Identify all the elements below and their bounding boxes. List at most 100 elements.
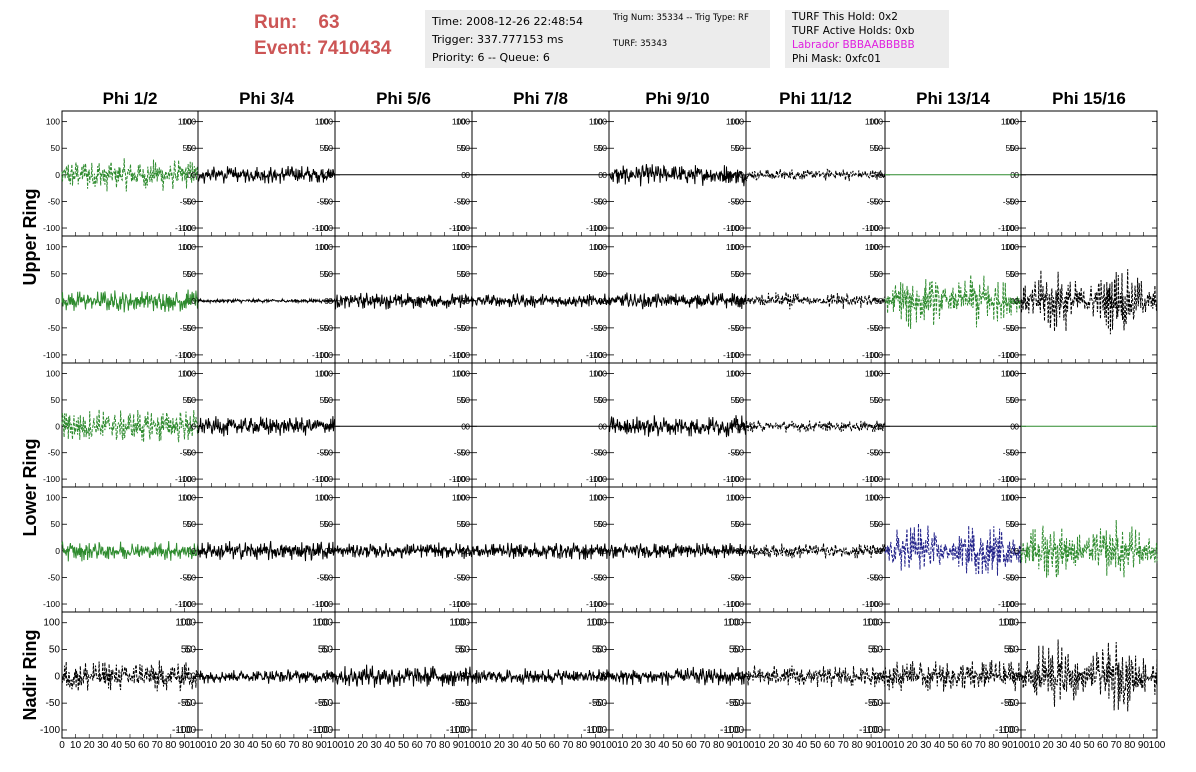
y-tick-label: 100: [178, 117, 192, 127]
y-tick-label: 100: [1001, 369, 1015, 379]
y-tick-label: -50: [1005, 698, 1020, 709]
y-tick-label: -50: [593, 698, 608, 709]
y-tick-label: -100: [453, 223, 470, 233]
y-tick-label: 0: [55, 296, 60, 306]
y-tick-label: -50: [1007, 448, 1020, 458]
event-value: 7410434: [317, 38, 392, 59]
y-tick-label: -100: [175, 350, 192, 360]
turf-active-holds-text: TURF Active Holds: 0xb: [792, 25, 915, 37]
y-tick-label: 50: [457, 269, 467, 279]
x-tick-label: 30: [920, 740, 932, 751]
y-tick-label: 0: [1013, 671, 1019, 682]
y-tick-label: -100: [866, 474, 883, 484]
y-tick-label: 50: [870, 519, 880, 529]
y-tick-label: 50: [598, 395, 608, 405]
y-tick-label: -50: [321, 572, 334, 582]
x-tick-label: 60: [961, 740, 973, 751]
y-tick-label: 50: [49, 645, 61, 656]
y-tick-label: 50: [594, 269, 604, 279]
y-tick-label: 50: [459, 645, 471, 656]
y-tick-label: 100: [46, 117, 60, 127]
y-tick-label: -50: [589, 698, 604, 709]
y-tick-label: 100: [1001, 493, 1015, 503]
y-tick-label: 50: [872, 645, 884, 656]
y-tick-label: 50: [1004, 645, 1016, 656]
y-tick-label: 50: [868, 645, 880, 656]
y-tick-label: -100: [590, 223, 607, 233]
y-tick-label: -50: [454, 572, 467, 582]
y-tick-label: -100: [727, 223, 744, 233]
y-tick-label: 0: [602, 296, 607, 306]
y-tick-label: -100: [720, 725, 740, 736]
y-tick-label: 100: [178, 242, 192, 252]
y-tick-label: 100: [869, 493, 883, 503]
y-tick-label: 100: [865, 242, 879, 252]
y-tick-label: 0: [597, 671, 603, 682]
y-tick-label: 50: [320, 395, 330, 405]
y-tick-label: -100: [43, 350, 60, 360]
y-tick-label: 100: [727, 618, 744, 629]
y-tick-label: 50: [318, 645, 330, 656]
x-tick-label: 60: [1097, 740, 1109, 751]
y-tick-label: 0: [55, 421, 60, 431]
y-tick-label: -100: [723, 223, 740, 233]
y-tick-label: 50: [731, 269, 741, 279]
y-tick-label: 0: [598, 296, 603, 306]
y-tick-label: -50: [315, 698, 330, 709]
y-tick-label: 100: [182, 242, 196, 252]
waveform-trace: [61, 409, 199, 443]
y-tick-label: -100: [40, 725, 60, 736]
waveform-trace: [608, 666, 747, 686]
time-info-box: Time: 2008-12-26 22:48:54 Trigger: 337.7…: [425, 10, 608, 68]
y-tick-label: -50: [728, 572, 741, 582]
waveform-trace: [334, 664, 473, 688]
panel-frame: [884, 110, 1022, 237]
y-tick-label: -100: [312, 474, 329, 484]
y-tick-label: -50: [595, 572, 608, 582]
y-tick-label: -50: [1003, 572, 1016, 582]
y-tick-label: 50: [598, 143, 608, 153]
waveform-trace: [884, 274, 1022, 329]
y-tick-label: -100: [723, 599, 740, 609]
y-tick-label: 100: [182, 369, 196, 379]
y-tick-label: -50: [48, 448, 61, 458]
y-tick-label: 100: [726, 493, 740, 503]
y-tick-label: 100: [593, 117, 607, 127]
y-tick-label: -50: [867, 323, 880, 333]
y-tick-label: -50: [732, 448, 745, 458]
y-tick-label: 0: [465, 421, 470, 431]
y-tick-label: -50: [458, 448, 471, 458]
y-tick-label: 0: [54, 671, 60, 682]
y-tick-label: -50: [48, 323, 61, 333]
y-tick-label: 0: [877, 671, 883, 682]
y-tick-label: -50: [48, 572, 61, 582]
x-tick-label: 90: [1138, 740, 1150, 751]
y-tick-label: 50: [183, 143, 193, 153]
y-tick-label: 50: [874, 269, 884, 279]
y-tick-label: 100: [1005, 242, 1019, 252]
y-tick-label: 50: [324, 269, 334, 279]
waveform-trace: [745, 665, 886, 688]
y-tick-label: 0: [191, 296, 196, 306]
x-tick-label: 70: [152, 740, 164, 751]
waveform-trace: [745, 168, 886, 182]
x-tick-label: 80: [713, 740, 725, 751]
y-tick-label: 50: [51, 519, 61, 529]
y-tick-label: 100: [46, 242, 60, 252]
y-tick-label: 100: [452, 493, 466, 503]
y-tick-label: 100: [730, 493, 744, 503]
y-tick-label: 100: [730, 242, 744, 252]
y-tick-label: 50: [1006, 395, 1016, 405]
y-tick-label: 50: [185, 645, 197, 656]
x-tick-label: 100: [190, 740, 207, 751]
y-tick-label: 0: [739, 421, 744, 431]
y-tick-label: -100: [1002, 599, 1019, 609]
x-tick-label: 40: [384, 740, 396, 751]
column-title: Phi 9/10: [645, 89, 709, 108]
run-line: Run: 63: [254, 10, 391, 36]
waveform-trace: [61, 158, 199, 192]
y-tick-label: 100: [866, 618, 883, 629]
y-tick-label: -100: [998, 599, 1015, 609]
panel-frame: [884, 362, 1022, 488]
waveform-trace: [61, 660, 199, 692]
